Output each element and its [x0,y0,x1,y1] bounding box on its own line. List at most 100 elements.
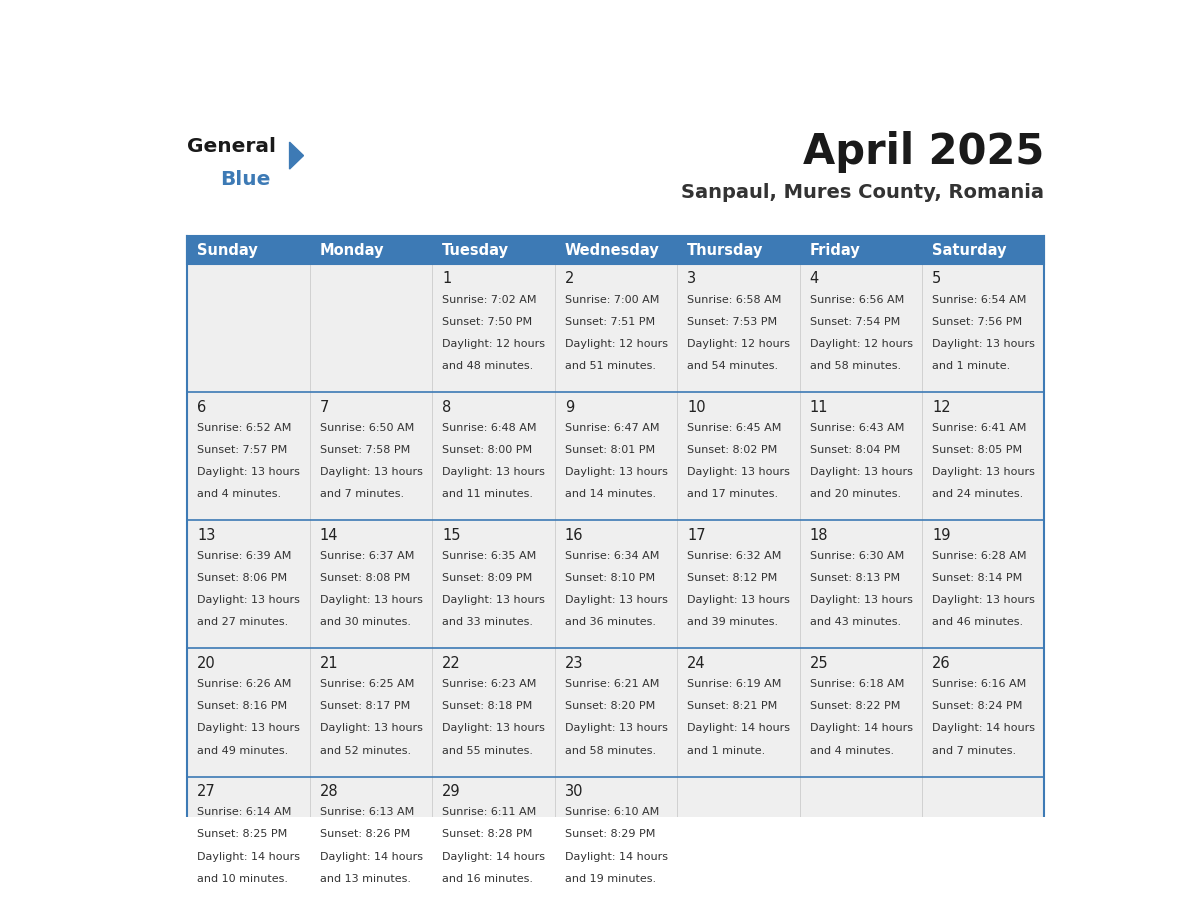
Text: Daylight: 14 hours: Daylight: 14 hours [809,723,912,733]
Bar [310,392,432,521]
Text: Daylight: 13 hours: Daylight: 13 hours [442,467,545,477]
Text: and 11 minutes.: and 11 minutes. [442,489,533,499]
Text: Sunset: 7:58 PM: Sunset: 7:58 PM [320,445,410,455]
Text: Sunrise: 7:00 AM: Sunrise: 7:00 AM [564,295,659,305]
Text: Sunset: 7:50 PM: Sunset: 7:50 PM [442,317,532,327]
Text: 20: 20 [197,656,216,671]
Text: Sunset: 8:22 PM: Sunset: 8:22 PM [809,701,901,711]
Bar [922,237,1044,263]
Text: and 13 minutes.: and 13 minutes. [320,874,411,884]
Text: and 51 minutes.: and 51 minutes. [564,361,656,371]
Bar [432,392,555,521]
Text: and 52 minutes.: and 52 minutes. [320,745,411,756]
Text: Daylight: 13 hours: Daylight: 13 hours [197,595,301,605]
Polygon shape [290,142,303,169]
Bar [188,263,310,392]
Text: Daylight: 13 hours: Daylight: 13 hours [442,595,545,605]
Text: Daylight: 13 hours: Daylight: 13 hours [197,467,301,477]
Text: Sunrise: 6:23 AM: Sunrise: 6:23 AM [442,679,537,689]
Bar [555,648,677,777]
Bar [188,237,310,263]
Text: 11: 11 [809,399,828,415]
Bar [310,777,432,905]
Bar [800,392,922,521]
Text: Daylight: 13 hours: Daylight: 13 hours [809,595,912,605]
Bar [432,237,555,263]
Text: and 24 minutes.: and 24 minutes. [933,489,1023,499]
Bar [922,392,1044,521]
Bar [922,521,1044,648]
Text: Daylight: 13 hours: Daylight: 13 hours [320,723,423,733]
Text: and 4 minutes.: and 4 minutes. [809,745,893,756]
Bar [555,237,677,263]
Text: Daylight: 13 hours: Daylight: 13 hours [564,467,668,477]
Bar [555,521,677,648]
Text: Sunrise: 6:14 AM: Sunrise: 6:14 AM [197,808,292,817]
Text: 15: 15 [442,528,461,543]
Text: and 1 minute.: and 1 minute. [687,745,765,756]
Text: Sunset: 8:26 PM: Sunset: 8:26 PM [320,830,410,839]
Bar [555,263,677,392]
Bar [310,263,432,392]
Text: Daylight: 13 hours: Daylight: 13 hours [933,467,1035,477]
Text: and 58 minutes.: and 58 minutes. [809,361,901,371]
Text: Daylight: 13 hours: Daylight: 13 hours [564,723,668,733]
Text: Friday: Friday [809,242,860,258]
Text: and 43 minutes.: and 43 minutes. [809,617,901,627]
Bar [800,237,922,263]
Bar [188,237,1044,263]
Text: Sunset: 7:57 PM: Sunset: 7:57 PM [197,445,287,455]
Text: and 48 minutes.: and 48 minutes. [442,361,533,371]
Text: Daylight: 13 hours: Daylight: 13 hours [687,467,790,477]
Bar [677,237,800,263]
Text: 8: 8 [442,399,451,415]
Text: Sunset: 8:21 PM: Sunset: 8:21 PM [687,701,777,711]
Text: 9: 9 [564,399,574,415]
Text: and 27 minutes.: and 27 minutes. [197,617,289,627]
Bar [310,648,432,777]
Text: Daylight: 14 hours: Daylight: 14 hours [320,852,423,862]
Text: and 33 minutes.: and 33 minutes. [442,617,533,627]
Text: 12: 12 [933,399,950,415]
Bar [677,777,800,905]
Text: Sunset: 8:20 PM: Sunset: 8:20 PM [564,701,655,711]
Text: 7: 7 [320,399,329,415]
Bar [922,777,1044,905]
Bar [800,777,922,905]
Bar [800,263,922,392]
Text: 5: 5 [933,272,941,286]
Text: 6: 6 [197,399,207,415]
Bar [432,521,555,648]
Text: 24: 24 [687,656,706,671]
Text: and 19 minutes.: and 19 minutes. [564,874,656,884]
Text: and 54 minutes.: and 54 minutes. [687,361,778,371]
Text: and 30 minutes.: and 30 minutes. [320,617,411,627]
Text: Sunset: 8:06 PM: Sunset: 8:06 PM [197,573,287,583]
Text: Sunrise: 6:41 AM: Sunrise: 6:41 AM [933,423,1026,432]
Text: Sunset: 8:00 PM: Sunset: 8:00 PM [442,445,532,455]
Text: Sunset: 8:04 PM: Sunset: 8:04 PM [809,445,899,455]
Text: Saturday: Saturday [933,242,1006,258]
Text: Sunset: 8:12 PM: Sunset: 8:12 PM [687,573,777,583]
Text: Sunset: 7:56 PM: Sunset: 7:56 PM [933,317,1022,327]
Text: Sunset: 8:10 PM: Sunset: 8:10 PM [564,573,655,583]
Text: 13: 13 [197,528,216,543]
Text: 23: 23 [564,656,583,671]
Text: Sunrise: 6:48 AM: Sunrise: 6:48 AM [442,423,537,432]
Text: Sunset: 8:13 PM: Sunset: 8:13 PM [809,573,899,583]
Text: 14: 14 [320,528,339,543]
Text: Sunrise: 6:18 AM: Sunrise: 6:18 AM [809,679,904,689]
Bar [922,263,1044,392]
Text: 19: 19 [933,528,950,543]
Text: and 46 minutes.: and 46 minutes. [933,617,1023,627]
Bar [432,648,555,777]
Text: Sunrise: 6:56 AM: Sunrise: 6:56 AM [809,295,904,305]
Text: Sunday: Sunday [197,242,258,258]
Text: Sunrise: 6:11 AM: Sunrise: 6:11 AM [442,808,537,817]
Text: Sunrise: 6:16 AM: Sunrise: 6:16 AM [933,679,1026,689]
Bar [800,648,922,777]
Text: 26: 26 [933,656,950,671]
Text: and 58 minutes.: and 58 minutes. [564,745,656,756]
Bar [677,263,800,392]
Text: General: General [188,137,277,156]
